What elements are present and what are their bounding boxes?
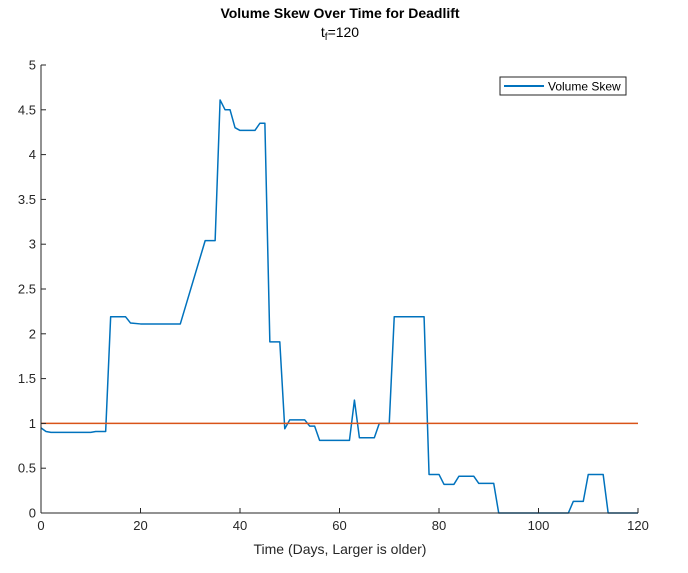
x-tick-label: 80 — [432, 518, 446, 533]
y-tick-label: 4.5 — [18, 102, 36, 117]
x-axis-label: Time (Days, Larger is older) — [254, 541, 427, 557]
subtitle-main: t — [321, 24, 325, 40]
y-tick-label: 2 — [29, 326, 36, 341]
x-tick-label: 120 — [627, 518, 649, 533]
legend-label-volume-skew: Volume Skew — [548, 80, 621, 94]
y-tick-label: 3.5 — [18, 192, 36, 207]
axis-lines — [40, 64, 639, 514]
x-tick-label: 60 — [332, 518, 346, 533]
y-tick-label: 1 — [29, 416, 36, 431]
subtitle-subscript: f — [325, 32, 328, 43]
chart-title: Volume Skew Over Time for Deadlift — [220, 5, 459, 21]
series-line-volume-skew — [40, 99, 638, 514]
y-tick-label: 3 — [29, 237, 36, 252]
plot-axes: 0 20 40 60 80 100 120 0 0.5 1 1.5 2 2.5 3 3.5 4 4.5 5 — [18, 58, 649, 534]
x-tick-label: 40 — [233, 518, 247, 533]
y-tick-label: 2.5 — [18, 282, 36, 297]
subtitle-suffix: =120 — [328, 24, 360, 40]
x-tick-label: 20 — [133, 518, 147, 533]
x-tick-label: 0 — [37, 518, 44, 533]
y-tick-label: 0 — [29, 506, 36, 521]
y-tick-label: 1.5 — [18, 371, 36, 386]
y-tick-label: 4 — [29, 147, 36, 162]
plot-lines — [40, 99, 638, 514]
y-tick-label: 0.5 — [18, 461, 36, 476]
y-tick-label: 5 — [29, 58, 36, 73]
legend[interactable]: Volume Skew — [499, 76, 627, 96]
chart-subtitle: tf=120 — [321, 24, 359, 43]
legend-box — [499, 76, 627, 96]
x-tick-label: 100 — [528, 518, 550, 533]
